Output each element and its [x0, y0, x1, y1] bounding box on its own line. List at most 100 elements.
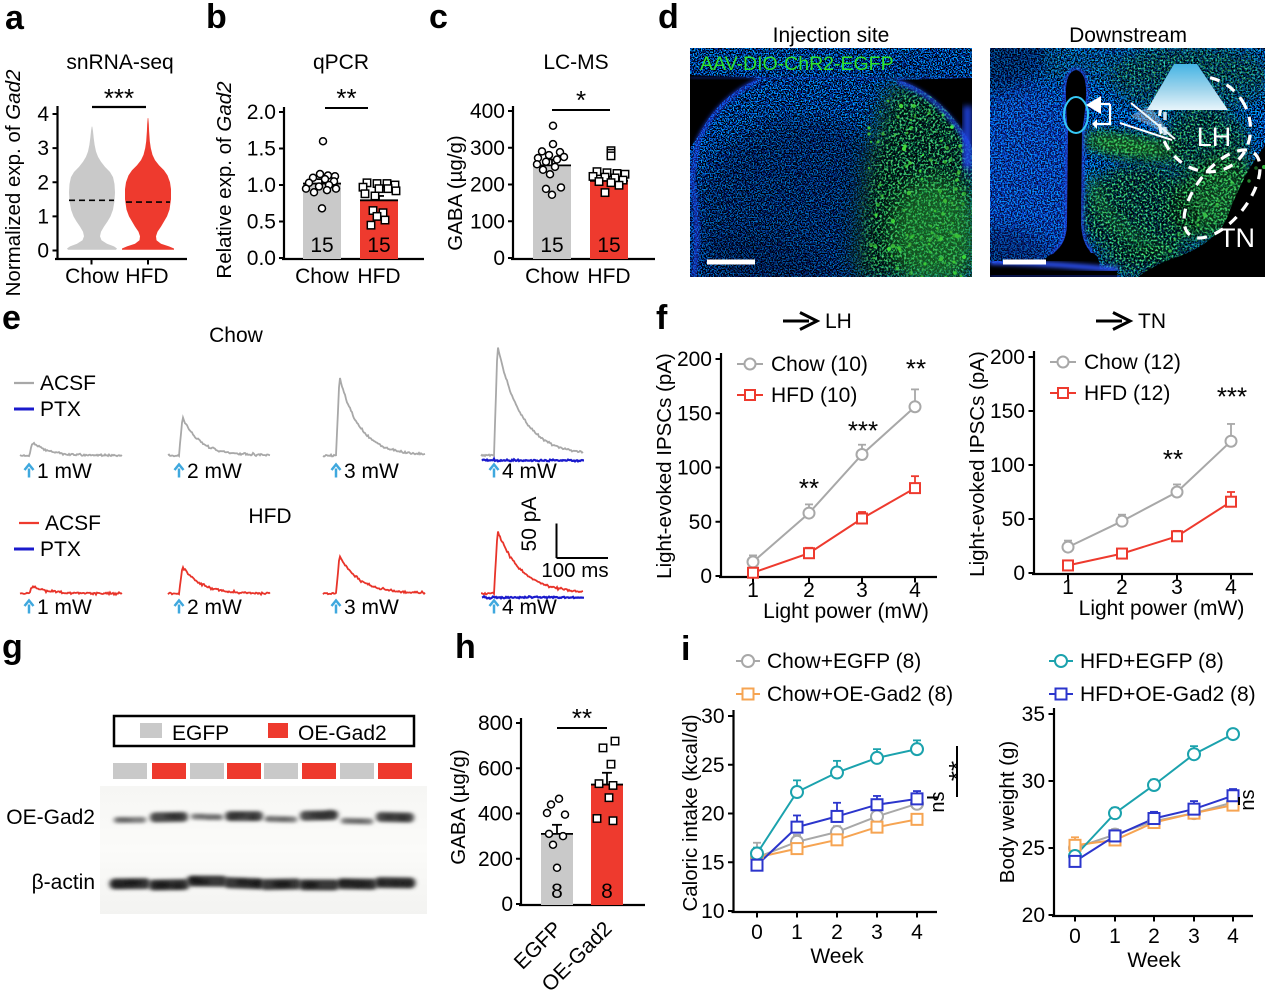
svg-text:50: 50 — [689, 511, 712, 534]
svg-text:***: *** — [104, 83, 134, 113]
svg-text:0.0: 0.0 — [247, 247, 276, 270]
svg-text:400: 400 — [470, 100, 505, 123]
svg-text:30: 30 — [701, 705, 724, 728]
svg-text:1: 1 — [37, 205, 49, 228]
svg-text:0: 0 — [700, 565, 712, 588]
svg-text:d: d — [658, 0, 679, 36]
svg-text:Light-evoked IPSCs (pA): Light-evoked IPSCs (pA) — [653, 353, 676, 579]
svg-text:*: * — [576, 85, 586, 115]
svg-text:HFD: HFD — [587, 265, 630, 288]
svg-text:snRNA-seq: snRNA-seq — [66, 51, 173, 74]
svg-text:Body weight (g): Body weight (g) — [996, 741, 1019, 883]
svg-text:LH: LH — [1197, 122, 1232, 152]
svg-text:h: h — [455, 628, 476, 666]
svg-text:Caloric intake (kcal/d): Caloric intake (kcal/d) — [679, 714, 702, 911]
svg-text:HFD: HFD — [125, 265, 168, 288]
svg-text:TN: TN — [1219, 223, 1255, 253]
svg-text:8: 8 — [551, 880, 563, 903]
svg-text:200: 200 — [470, 174, 505, 197]
svg-text:3: 3 — [1188, 925, 1200, 948]
svg-text:20: 20 — [701, 803, 724, 826]
svg-text:2: 2 — [1148, 925, 1160, 948]
svg-text:25: 25 — [701, 754, 724, 777]
svg-text:4 mW: 4 mW — [502, 460, 557, 483]
svg-text:2: 2 — [831, 921, 843, 944]
svg-text:100: 100 — [470, 210, 505, 233]
svg-text:2: 2 — [1116, 576, 1128, 599]
svg-text:15: 15 — [701, 851, 724, 874]
svg-text:3: 3 — [37, 137, 49, 160]
svg-text:Injection site: Injection site — [773, 24, 890, 47]
svg-text:**: ** — [1163, 444, 1183, 474]
svg-text:PTX: PTX — [40, 538, 81, 561]
svg-text:GABA (µg/g): GABA (µg/g) — [444, 135, 467, 251]
svg-text:3: 3 — [856, 579, 868, 602]
svg-text:Chow (10): Chow (10) — [771, 353, 868, 376]
svg-text:1: 1 — [1062, 576, 1074, 599]
svg-text:600: 600 — [478, 757, 513, 780]
svg-text:Chow: Chow — [209, 324, 264, 347]
svg-text:LC-MS: LC-MS — [543, 51, 608, 74]
svg-text:HFD+EGFP (8): HFD+EGFP (8) — [1080, 650, 1224, 673]
svg-text:c: c — [429, 0, 448, 36]
svg-text:1.0: 1.0 — [247, 174, 276, 197]
svg-text:0: 0 — [1069, 925, 1081, 948]
svg-text:**: ** — [906, 353, 926, 383]
svg-text:ACSF: ACSF — [45, 512, 101, 535]
svg-text:50 pA: 50 pA — [518, 497, 541, 552]
svg-text:Chow+EGFP (8): Chow+EGFP (8) — [767, 650, 921, 673]
svg-text:HFD+OE-Gad2 (8): HFD+OE-Gad2 (8) — [1080, 683, 1256, 706]
svg-text:Relative exp. of Gad2: Relative exp. of Gad2 — [213, 81, 236, 279]
svg-text:0.5: 0.5 — [247, 211, 276, 234]
svg-text:f: f — [656, 299, 668, 337]
svg-text:2: 2 — [803, 579, 815, 602]
svg-text:15: 15 — [310, 234, 333, 257]
svg-text:4: 4 — [1227, 925, 1239, 948]
svg-text:200: 200 — [478, 848, 513, 871]
svg-text:TN: TN — [1138, 310, 1166, 333]
svg-text:Normalized exp. of Gad2: Normalized exp. of Gad2 — [2, 69, 25, 296]
svg-text:4: 4 — [909, 579, 921, 602]
svg-text:**: ** — [336, 83, 356, 113]
svg-text:Light power (mW): Light power (mW) — [1079, 597, 1245, 620]
svg-text:OE-Gad2: OE-Gad2 — [298, 722, 387, 745]
svg-text:Chow: Chow — [525, 265, 580, 288]
svg-text:200: 200 — [990, 346, 1025, 369]
svg-text:20: 20 — [1022, 904, 1045, 927]
svg-text:50: 50 — [1002, 508, 1025, 531]
svg-text:3: 3 — [871, 921, 883, 944]
svg-text:Chow: Chow — [295, 265, 350, 288]
svg-text:100 ms: 100 ms — [541, 559, 608, 582]
svg-text:e: e — [2, 299, 21, 337]
svg-text:3 mW: 3 mW — [344, 460, 399, 483]
svg-text:ns: ns — [927, 791, 949, 812]
svg-text:g: g — [2, 628, 23, 666]
svg-text:150: 150 — [677, 402, 712, 425]
svg-text:1: 1 — [747, 579, 759, 602]
svg-text:0: 0 — [493, 247, 505, 270]
svg-text:Chow: Chow — [65, 265, 120, 288]
svg-text:β-actin: β-actin — [32, 871, 95, 894]
svg-text:HFD (12): HFD (12) — [1084, 382, 1170, 405]
svg-text:15: 15 — [540, 234, 563, 257]
svg-text:EGFP: EGFP — [172, 722, 229, 745]
svg-text:b: b — [206, 0, 227, 36]
svg-text:ns: ns — [1237, 789, 1259, 810]
svg-text:**: ** — [799, 473, 819, 503]
svg-text:15: 15 — [367, 234, 390, 257]
svg-text:30: 30 — [1022, 770, 1045, 793]
svg-text:10: 10 — [701, 900, 724, 923]
svg-text:35: 35 — [1022, 703, 1045, 726]
svg-text:1: 1 — [1109, 925, 1121, 948]
svg-text:0: 0 — [37, 240, 49, 263]
svg-text:2 mW: 2 mW — [187, 460, 242, 483]
svg-text:0: 0 — [1013, 562, 1025, 585]
svg-text:ACSF: ACSF — [40, 372, 96, 395]
svg-text:Chow (12): Chow (12) — [1084, 351, 1181, 374]
svg-text:***: *** — [1217, 382, 1247, 412]
svg-text:800: 800 — [478, 712, 513, 735]
svg-text:qPCR: qPCR — [313, 51, 369, 74]
svg-text:2: 2 — [37, 171, 49, 194]
svg-text:100: 100 — [677, 457, 712, 480]
svg-text:4: 4 — [1225, 576, 1237, 599]
